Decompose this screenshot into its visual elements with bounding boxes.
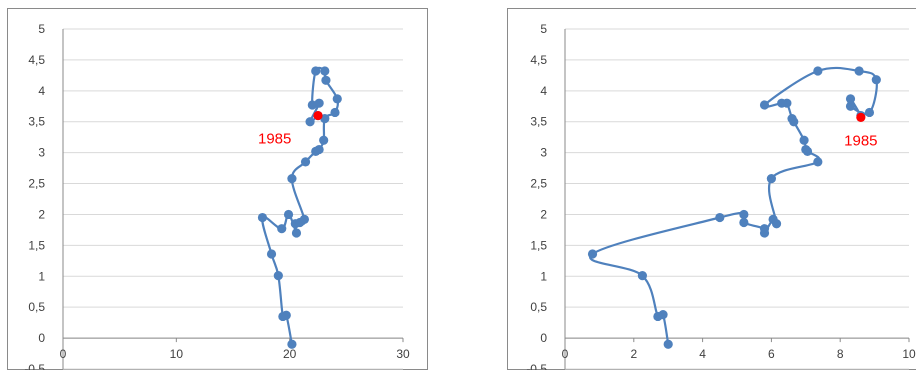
x-tick-label-left-3: 30 bbox=[396, 347, 410, 361]
data-point-right-2 bbox=[653, 311, 663, 322]
y-tick-label-right-9: 4 bbox=[540, 84, 547, 98]
highlight-point-right bbox=[856, 112, 866, 122]
data-point-left-2 bbox=[278, 311, 288, 322]
data-point-left-22 bbox=[311, 66, 321, 76]
data-point-left-21 bbox=[320, 66, 330, 76]
data-point-right-7 bbox=[739, 217, 749, 228]
y-tick-label-right-0: -0,5 bbox=[526, 362, 547, 370]
chart-right: -0,5 0 0,5 1 1,5 2 2,5 3 3,5 4 4,5 5 0 2 4 6 8 10 1985 bbox=[507, 8, 916, 370]
data-point-right-5 bbox=[715, 212, 725, 223]
y-tick-label-left-8: 3,5 bbox=[28, 115, 45, 129]
y-tick-label-right-4: 1,5 bbox=[530, 238, 547, 252]
y-tick-label-right-6: 2,5 bbox=[530, 177, 547, 191]
y-tick-label-right-2: 0,5 bbox=[530, 300, 547, 314]
data-point-left-18 bbox=[330, 107, 340, 118]
highlight-label-left: 1985 bbox=[258, 131, 291, 148]
data-point-left-0 bbox=[287, 339, 297, 349]
y-tick-label-left-5: 2 bbox=[38, 207, 45, 221]
series-line-left-0 bbox=[261, 66, 340, 345]
x-tick-label-right-4: 8 bbox=[837, 347, 844, 361]
data-point-left-11 bbox=[299, 214, 309, 224]
data-point-left-15 bbox=[314, 144, 324, 155]
y-tick-label-right-3: 1 bbox=[540, 269, 547, 283]
y-tick-label-left-11: 5 bbox=[38, 22, 45, 36]
x-tick-label-left-0: 0 bbox=[60, 347, 67, 361]
data-point-right-23 bbox=[854, 66, 864, 76]
data-point-right-6 bbox=[739, 209, 749, 220]
data-point-left-6 bbox=[277, 224, 287, 234]
x-tick-label-left-2: 20 bbox=[283, 347, 297, 361]
y-tick-label-right-10: 4,5 bbox=[530, 53, 547, 67]
y-tick-label-right-11: 5 bbox=[540, 22, 547, 36]
highlight-point-left bbox=[313, 110, 323, 121]
gridlines-left bbox=[63, 28, 403, 370]
data-point-right-4 bbox=[587, 249, 598, 259]
data-point-left-7 bbox=[283, 209, 294, 220]
data-point-right-0 bbox=[663, 339, 673, 349]
y-tick-label-right-8: 3,5 bbox=[530, 115, 547, 129]
data-point-right-26 bbox=[845, 101, 856, 111]
x-tick-label-right-1: 2 bbox=[630, 347, 637, 361]
y-tick-label-left-2: 0,5 bbox=[28, 300, 45, 314]
data-point-left-19 bbox=[332, 94, 342, 104]
x-tick-label-left-1: 10 bbox=[170, 347, 184, 361]
data-point-left-12 bbox=[287, 174, 297, 184]
data-point-left-20 bbox=[321, 75, 331, 85]
data-point-left-5 bbox=[257, 212, 268, 223]
data-point-left-25 bbox=[305, 117, 315, 127]
data-point-right-9 bbox=[759, 228, 770, 238]
data-point-right-21 bbox=[759, 100, 770, 110]
x-tick-label-right-2: 4 bbox=[699, 347, 706, 361]
data-point-right-13 bbox=[813, 157, 823, 167]
y-tick-label-left-0: -0,5 bbox=[24, 362, 45, 370]
data-point-left-13 bbox=[300, 157, 311, 167]
y-tick-label-right-1: 0 bbox=[540, 331, 547, 345]
data-point-left-8 bbox=[291, 228, 302, 238]
data-point-left-24 bbox=[314, 98, 324, 108]
data-point-right-18 bbox=[787, 114, 797, 124]
y-tick-label-right-7: 3 bbox=[540, 146, 547, 160]
y-tick-label-left-7: 3 bbox=[38, 146, 45, 160]
data-point-right-3 bbox=[637, 271, 647, 281]
data-point-right-20 bbox=[777, 98, 787, 108]
highlight-label-right: 1985 bbox=[844, 132, 877, 149]
data-point-right-12 bbox=[766, 174, 776, 184]
data-point-right-15 bbox=[801, 144, 811, 155]
data-point-right-16 bbox=[799, 135, 809, 145]
y-tick-label-right-5: 2 bbox=[540, 207, 547, 221]
data-point-left-3 bbox=[273, 271, 283, 281]
chart-right-svg: -0,5 0 0,5 1 1,5 2 2,5 3 3,5 4 4,5 5 0 2 4 6 8 10 1985 bbox=[526, 22, 916, 370]
x-tick-label-right-3: 6 bbox=[768, 347, 775, 361]
y-tick-label-left-4: 1,5 bbox=[28, 238, 45, 252]
data-point-right-22 bbox=[813, 66, 823, 76]
y-tick-label-left-9: 4 bbox=[38, 84, 45, 98]
data-point-right-25 bbox=[864, 107, 875, 118]
data-point-left-16 bbox=[319, 135, 329, 145]
data-point-right-27 bbox=[845, 94, 856, 104]
y-tick-label-left-1: 0 bbox=[38, 331, 45, 345]
x-tick-label-right-0: 0 bbox=[562, 347, 569, 361]
y-tick-label-left-6: 2,5 bbox=[28, 177, 45, 191]
data-point-left-4 bbox=[266, 249, 277, 259]
chart-left: -0,5 0 0,5 1 1,5 2 2,5 3 3,5 4 4,5 5 0 10 20 30 1985 bbox=[7, 8, 428, 370]
y-tick-label-left-3: 1 bbox=[38, 269, 45, 283]
x-tick-label-right-5: 10 bbox=[902, 347, 916, 361]
gridlines-right bbox=[565, 28, 909, 370]
chart-left-svg: -0,5 0 0,5 1 1,5 2 2,5 3 3,5 4 4,5 5 0 10 20 30 1985 bbox=[24, 22, 410, 370]
data-point-right-24 bbox=[871, 75, 881, 85]
data-point-right-11 bbox=[771, 219, 782, 229]
series-line-right-0 bbox=[589, 66, 878, 345]
y-tick-label-left-10: 4,5 bbox=[28, 53, 45, 67]
